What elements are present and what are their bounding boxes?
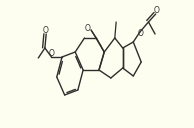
Text: O: O [43, 26, 48, 35]
Text: O: O [48, 49, 54, 58]
Text: O: O [153, 6, 159, 15]
Text: O: O [138, 29, 144, 38]
Text: O: O [85, 24, 91, 33]
